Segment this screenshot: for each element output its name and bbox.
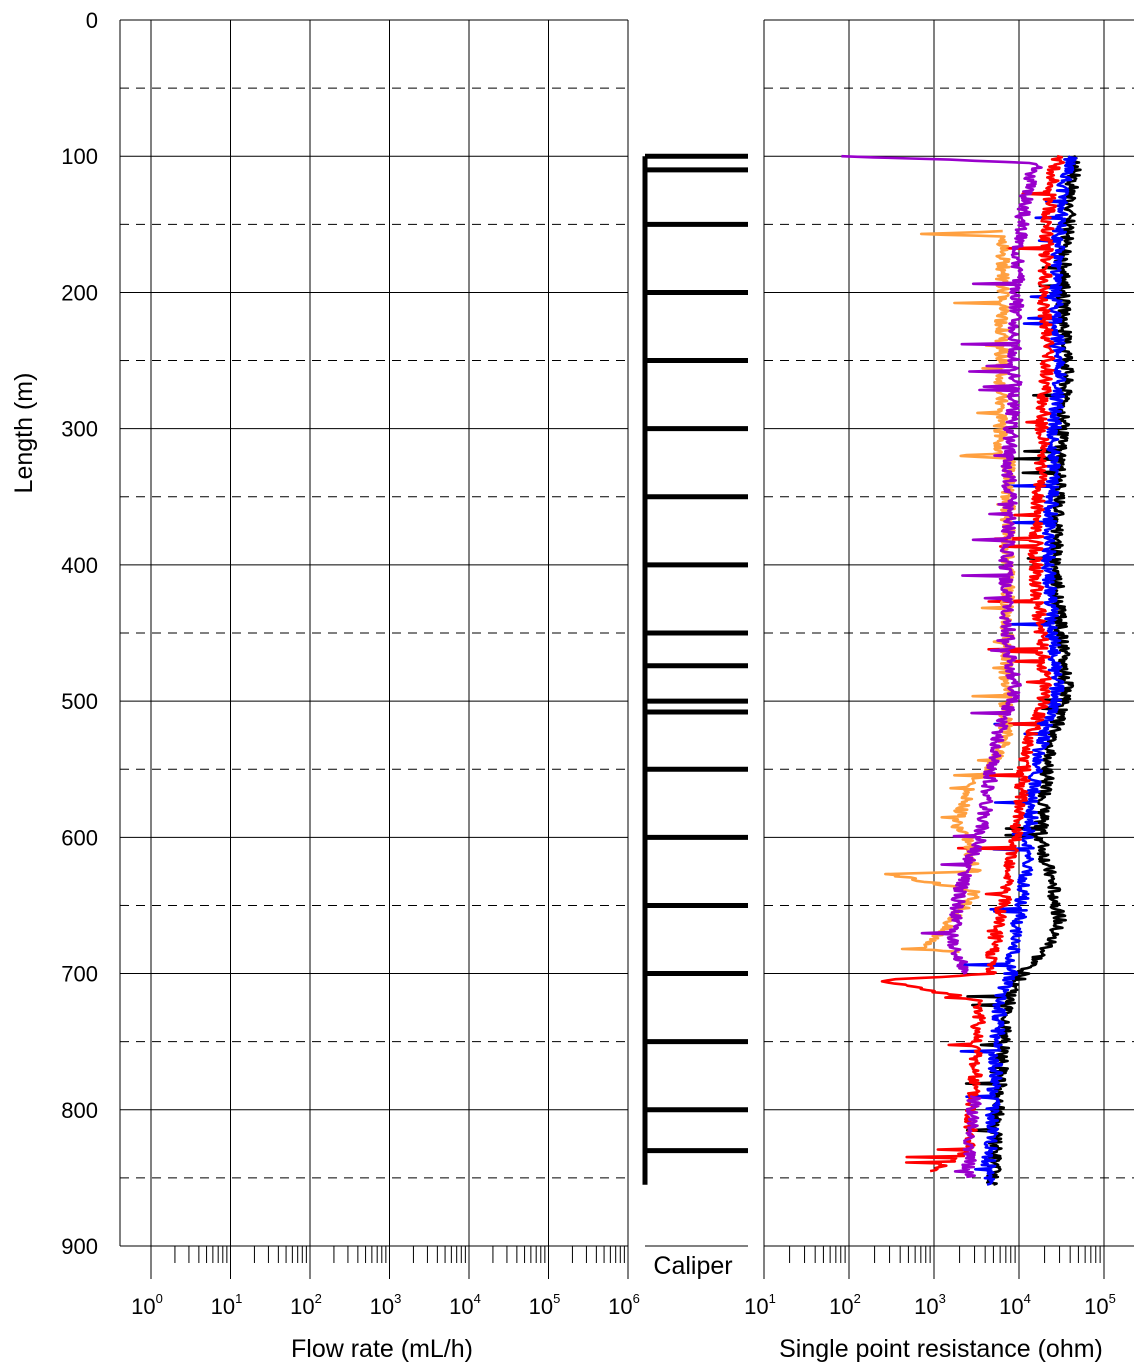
flow-tick-label: 100 [131,1291,163,1319]
spr-tick-label: 102 [829,1291,861,1319]
y-tick-label: 500 [61,689,98,714]
spr-series-line [964,154,1082,1186]
spr-series-line [880,154,1065,1173]
spr-series-line [953,1094,982,1179]
spr-series-line [959,155,1078,1186]
spr-tick-label: 104 [999,1291,1031,1319]
flow-tick-label: 102 [290,1291,322,1319]
spr-axis: 101 102 103 104 105 [744,1245,1116,1319]
y-tick-label: 400 [61,553,98,578]
spr-series-layer [841,154,1082,1186]
y-tick-label: 0 [86,8,98,33]
flow-tick-label: 105 [529,1291,561,1319]
flow-x-axis-title: Flow rate (mL/h) [291,1335,473,1363]
y-axis-title: Length (m) [10,373,38,494]
grid-layer [120,19,1134,1247]
spr-x-axis-title: Single point resistance (ohm) [779,1335,1103,1363]
y-tick-label: 200 [61,280,98,305]
flow-axis: 100 101 102 103 104 105 106 [120,1245,640,1319]
flow-tick-label: 104 [449,1291,481,1319]
spr-tick-label: 101 [744,1291,776,1319]
flow-tick-label: 101 [211,1291,243,1319]
y-axis: 0 100 200 300 400 500 600 700 800 900 [61,8,121,1259]
y-tick-label: 900 [61,1234,98,1259]
y-tick-label: 700 [61,962,98,987]
y-tick-label: 800 [61,1098,98,1123]
spr-tick-label: 105 [1084,1291,1116,1319]
spr-series-line [841,154,1043,975]
flow-tick-label: 103 [370,1291,402,1319]
y-tick-label: 300 [61,417,98,442]
flow-tick-label: 106 [608,1291,640,1319]
y-tick-label: 600 [61,825,98,850]
caliper-track [642,153,748,1247]
caliper-label: Caliper [653,1252,732,1280]
y-tick-label: 100 [61,144,98,169]
spr-tick-label: 103 [914,1291,946,1319]
spr-series-line [884,229,1016,954]
